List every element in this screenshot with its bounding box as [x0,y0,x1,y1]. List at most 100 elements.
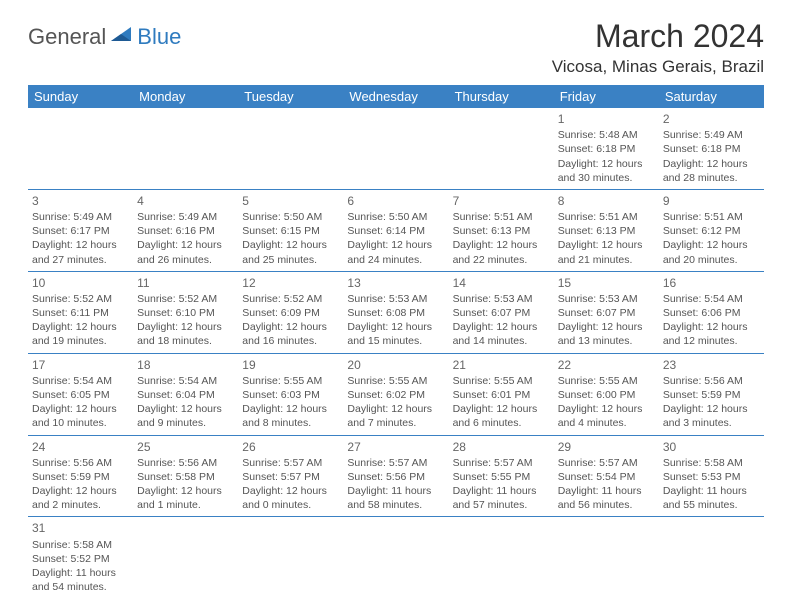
calendar-cell: 26Sunrise: 5:57 AMSunset: 5:57 PMDayligh… [238,435,343,517]
calendar-cell: 5Sunrise: 5:50 AMSunset: 6:15 PMDaylight… [238,189,343,271]
day-number: 9 [663,193,760,209]
day-number: 17 [32,357,129,373]
day-header: Sunday [28,85,133,108]
calendar-cell: 23Sunrise: 5:56 AMSunset: 5:59 PMDayligh… [659,353,764,435]
sunrise-text: Sunrise: 5:53 AM [453,292,550,306]
daylight-text: Daylight: 12 hours [242,238,339,252]
daylight-text: Daylight: 12 hours [663,320,760,334]
daylight-text: Daylight: 12 hours [453,402,550,416]
daylight-text: and 4 minutes. [558,416,655,430]
sunset-text: Sunset: 5:59 PM [32,470,129,484]
sunset-text: Sunset: 5:55 PM [453,470,550,484]
sunrise-text: Sunrise: 5:58 AM [32,538,129,552]
sunset-text: Sunset: 6:03 PM [242,388,339,402]
sunset-text: Sunset: 5:58 PM [137,470,234,484]
sunrise-text: Sunrise: 5:52 AM [32,292,129,306]
calendar-cell: 18Sunrise: 5:54 AMSunset: 6:04 PMDayligh… [133,353,238,435]
calendar-cell [659,517,764,598]
daylight-text: Daylight: 12 hours [663,402,760,416]
sunrise-text: Sunrise: 5:57 AM [453,456,550,470]
day-number: 2 [663,111,760,127]
daylight-text: and 15 minutes. [347,334,444,348]
day-number: 7 [453,193,550,209]
calendar-row: 3Sunrise: 5:49 AMSunset: 6:17 PMDaylight… [28,189,764,271]
sunset-text: Sunset: 6:07 PM [558,306,655,320]
daylight-text: and 58 minutes. [347,498,444,512]
calendar-cell: 31Sunrise: 5:58 AMSunset: 5:52 PMDayligh… [28,517,133,598]
sunset-text: Sunset: 6:14 PM [347,224,444,238]
day-number: 26 [242,439,339,455]
title-block: March 2024 Vicosa, Minas Gerais, Brazil [552,18,764,77]
sunset-text: Sunset: 6:04 PM [137,388,234,402]
calendar-cell: 20Sunrise: 5:55 AMSunset: 6:02 PMDayligh… [343,353,448,435]
sunset-text: Sunset: 6:15 PM [242,224,339,238]
day-number: 11 [137,275,234,291]
day-number: 5 [242,193,339,209]
calendar-cell [238,517,343,598]
sunrise-text: Sunrise: 5:51 AM [663,210,760,224]
day-number: 6 [347,193,444,209]
day-number: 25 [137,439,234,455]
daylight-text: Daylight: 12 hours [32,238,129,252]
daylight-text: and 26 minutes. [137,253,234,267]
sunset-text: Sunset: 6:13 PM [453,224,550,238]
daylight-text: and 8 minutes. [242,416,339,430]
daylight-text: and 10 minutes. [32,416,129,430]
daylight-text: and 1 minute. [137,498,234,512]
day-number: 27 [347,439,444,455]
daylight-text: and 24 minutes. [347,253,444,267]
sunset-text: Sunset: 5:56 PM [347,470,444,484]
daylight-text: and 56 minutes. [558,498,655,512]
calendar-cell: 28Sunrise: 5:57 AMSunset: 5:55 PMDayligh… [449,435,554,517]
daylight-text: and 54 minutes. [32,580,129,594]
day-header: Friday [554,85,659,108]
daylight-text: Daylight: 12 hours [32,484,129,498]
sunset-text: Sunset: 5:57 PM [242,470,339,484]
daylight-text: and 14 minutes. [453,334,550,348]
calendar-row: 1Sunrise: 5:48 AMSunset: 6:18 PMDaylight… [28,108,764,189]
logo-sail-icon [109,25,135,43]
daylight-text: Daylight: 11 hours [347,484,444,498]
sunrise-text: Sunrise: 5:48 AM [558,128,655,142]
daylight-text: Daylight: 12 hours [137,238,234,252]
calendar-cell: 15Sunrise: 5:53 AMSunset: 6:07 PMDayligh… [554,271,659,353]
sunset-text: Sunset: 6:10 PM [137,306,234,320]
calendar-cell: 4Sunrise: 5:49 AMSunset: 6:16 PMDaylight… [133,189,238,271]
sunset-text: Sunset: 6:17 PM [32,224,129,238]
sunset-text: Sunset: 6:18 PM [558,142,655,156]
sunset-text: Sunset: 6:02 PM [347,388,444,402]
page-title: March 2024 [552,18,764,55]
calendar-cell: 8Sunrise: 5:51 AMSunset: 6:13 PMDaylight… [554,189,659,271]
daylight-text: and 13 minutes. [558,334,655,348]
daylight-text: Daylight: 12 hours [558,157,655,171]
daylight-text: Daylight: 12 hours [453,238,550,252]
sunset-text: Sunset: 6:09 PM [242,306,339,320]
day-number: 21 [453,357,550,373]
calendar-cell: 2Sunrise: 5:49 AMSunset: 6:18 PMDaylight… [659,108,764,189]
calendar-row: 31Sunrise: 5:58 AMSunset: 5:52 PMDayligh… [28,517,764,598]
logo-text-blue: Blue [137,24,181,50]
sunrise-text: Sunrise: 5:50 AM [242,210,339,224]
day-number: 24 [32,439,129,455]
day-number: 12 [242,275,339,291]
daylight-text: and 28 minutes. [663,171,760,185]
day-number: 28 [453,439,550,455]
day-number: 29 [558,439,655,455]
sunset-text: Sunset: 5:54 PM [558,470,655,484]
day-number: 19 [242,357,339,373]
header: General Blue March 2024 Vicosa, Minas Ge… [28,18,764,77]
calendar-cell: 10Sunrise: 5:52 AMSunset: 6:11 PMDayligh… [28,271,133,353]
calendar-cell: 30Sunrise: 5:58 AMSunset: 5:53 PMDayligh… [659,435,764,517]
daylight-text: Daylight: 12 hours [32,320,129,334]
sunset-text: Sunset: 6:07 PM [453,306,550,320]
sunset-text: Sunset: 6:16 PM [137,224,234,238]
day-number: 30 [663,439,760,455]
calendar-cell: 25Sunrise: 5:56 AMSunset: 5:58 PMDayligh… [133,435,238,517]
daylight-text: and 18 minutes. [137,334,234,348]
day-header: Monday [133,85,238,108]
calendar-cell: 13Sunrise: 5:53 AMSunset: 6:08 PMDayligh… [343,271,448,353]
day-number: 4 [137,193,234,209]
sunset-text: Sunset: 6:18 PM [663,142,760,156]
sunset-text: Sunset: 5:59 PM [663,388,760,402]
sunrise-text: Sunrise: 5:51 AM [453,210,550,224]
